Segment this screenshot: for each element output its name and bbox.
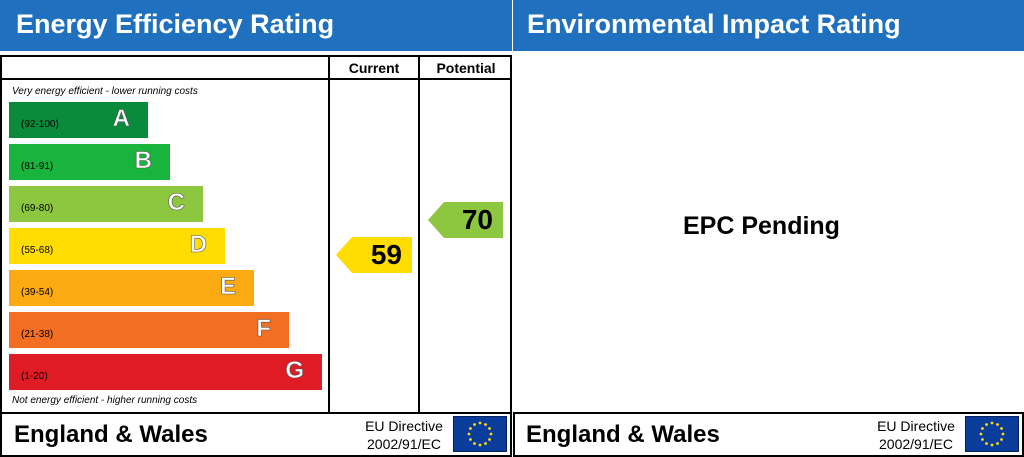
band-f: (21-38) F bbox=[9, 312, 289, 348]
eu-star bbox=[478, 443, 482, 447]
eu-directive: EU Directive 2002/91/EC bbox=[356, 417, 452, 453]
eu-star bbox=[1000, 438, 1003, 441]
inefficient-note: Not energy efficient - higher running co… bbox=[12, 395, 198, 406]
current-arrow-shape bbox=[336, 237, 412, 273]
env-eu-flag-icon bbox=[965, 416, 1019, 452]
env-eu-directive-line2: 2002/91/EC bbox=[879, 436, 953, 452]
column-current-header: Current bbox=[348, 60, 400, 76]
band-b-range: (81-91) bbox=[21, 161, 54, 172]
band-a-letter: A bbox=[112, 105, 130, 133]
eu-star bbox=[979, 432, 983, 436]
footer-frame bbox=[0, 412, 512, 457]
eu-star bbox=[981, 438, 984, 441]
energy-efficiency-panel: Energy Efficiency Rating Current Potenti… bbox=[0, 0, 512, 457]
eu-star bbox=[488, 438, 491, 441]
eu-directive-line2: 2002/91/EC bbox=[367, 436, 441, 452]
eu-star bbox=[473, 442, 476, 445]
column-potential-header: Potential bbox=[436, 60, 496, 76]
current-rating-arrow: 59 bbox=[336, 237, 412, 273]
eu-star bbox=[996, 423, 999, 426]
band-d-range: (55-68) bbox=[21, 245, 54, 256]
env-eu-directive: EU Directive 2002/91/EC bbox=[868, 417, 964, 453]
eu-star bbox=[1001, 432, 1005, 436]
eu-star bbox=[985, 442, 988, 445]
band-d: (55-68) D bbox=[9, 228, 225, 264]
band-b-letter: B bbox=[134, 147, 152, 175]
band-g: (1-20) G bbox=[9, 354, 322, 390]
current-rating-value: 59 bbox=[370, 239, 402, 270]
eu-star bbox=[473, 423, 476, 426]
eu-star bbox=[484, 442, 487, 445]
eu-flag-icon bbox=[453, 416, 507, 452]
potential-arrow-shape bbox=[428, 202, 503, 238]
band-g-letter: G bbox=[285, 357, 304, 385]
band-e-range: (39-54) bbox=[21, 287, 54, 298]
band-b: (81-91) B bbox=[9, 144, 170, 180]
potential-rating-arrow: 70 bbox=[428, 202, 503, 238]
band-c-range: (69-80) bbox=[21, 203, 54, 214]
eu-directive-line1: EU Directive bbox=[365, 418, 443, 434]
eu-star bbox=[990, 443, 994, 447]
env-eu-stars-icon bbox=[979, 421, 1005, 447]
eu-stars-icon bbox=[467, 421, 493, 447]
band-f-letter: F bbox=[256, 315, 271, 343]
band-f-range: (21-38) bbox=[21, 329, 54, 340]
environmental-impact-title-bar: Environmental Impact Rating bbox=[513, 0, 1024, 51]
band-c: (69-80) C bbox=[9, 186, 203, 222]
epc-pending-text: EPC Pending bbox=[683, 212, 840, 240]
efficient-note: Very energy efficient - lower running co… bbox=[12, 86, 198, 97]
eu-star bbox=[1000, 427, 1003, 430]
env-footer-frame bbox=[513, 412, 1024, 457]
band-g-range: (1-20) bbox=[21, 371, 48, 382]
band-a-range: (92-100) bbox=[21, 119, 59, 130]
environmental-impact-panel: Environmental Impact Rating EPC Pending … bbox=[513, 0, 1024, 457]
eu-star bbox=[990, 421, 994, 425]
eu-star bbox=[996, 442, 999, 445]
band-e-letter: E bbox=[219, 273, 237, 301]
eu-star bbox=[488, 427, 491, 430]
eu-star bbox=[484, 423, 487, 426]
band-a: (92-100) A bbox=[9, 102, 148, 138]
region-label: England & Wales bbox=[14, 421, 208, 448]
band-d-letter: D bbox=[189, 231, 207, 259]
eu-star bbox=[985, 423, 988, 426]
env-region-label: England & Wales bbox=[526, 421, 720, 448]
eu-star bbox=[467, 432, 471, 436]
eu-star bbox=[469, 438, 472, 441]
eu-star bbox=[489, 432, 493, 436]
environmental-impact-title: Environmental Impact Rating bbox=[527, 9, 901, 39]
energy-efficiency-title: Energy Efficiency Rating bbox=[16, 9, 335, 39]
eu-star bbox=[478, 421, 482, 425]
header-divider bbox=[0, 78, 512, 80]
energy-efficiency-title-bar: Energy Efficiency Rating bbox=[0, 0, 512, 51]
eu-star bbox=[469, 427, 472, 430]
env-eu-directive-line1: EU Directive bbox=[877, 418, 955, 434]
band-e: (39-54) E bbox=[9, 270, 254, 306]
current-column-frame bbox=[328, 55, 420, 414]
potential-rating-value: 70 bbox=[461, 204, 493, 235]
eu-star bbox=[981, 427, 984, 430]
band-c-letter: C bbox=[167, 189, 185, 217]
